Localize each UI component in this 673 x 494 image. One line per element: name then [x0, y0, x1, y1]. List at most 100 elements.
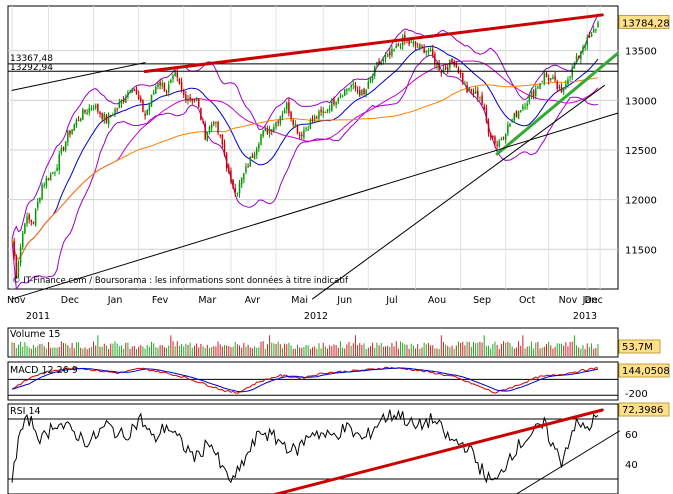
panel-frames: [7, 5, 619, 494]
candle-body: [440, 72, 443, 74]
month-label: Mai: [291, 295, 308, 306]
ma100-line: [11, 77, 599, 260]
price-trendline: [495, 52, 619, 156]
candle-body: [219, 134, 221, 136]
month-label: Jul: [385, 295, 397, 306]
candle-body: [358, 90, 361, 96]
candle-body: [266, 129, 269, 134]
candle-body: [125, 97, 127, 103]
candle-body: [281, 114, 284, 117]
candle-body: [311, 119, 314, 121]
candle-body: [41, 184, 43, 200]
price-last-value-label: 13784,28: [622, 18, 670, 29]
candle-body: [573, 64, 576, 69]
month-label: Jan: [582, 295, 598, 306]
candle-body: [530, 92, 533, 97]
month-label: Nov: [7, 295, 26, 306]
candle-body: [455, 63, 458, 67]
candle-body: [597, 22, 599, 28]
candle-body: [513, 113, 516, 121]
macd-frame: [7, 361, 619, 401]
candle-body: [288, 102, 290, 114]
candle-body: [268, 128, 271, 134]
candle-body: [565, 84, 567, 89]
candle-body: [107, 114, 110, 125]
candle-body: [569, 76, 571, 78]
candle-body: [150, 94, 153, 107]
candle-body: [286, 102, 288, 110]
candle-body: [507, 124, 509, 134]
candle-body: [94, 105, 97, 108]
candle-body: [161, 83, 164, 87]
candle-body: [586, 36, 589, 47]
candle-body: [389, 51, 391, 56]
candle-body: [37, 201, 39, 208]
candle-body: [328, 109, 331, 111]
candle-body: [245, 166, 247, 173]
candle-body: [498, 141, 501, 147]
month-label: Oct: [519, 295, 536, 306]
candle-body: [236, 192, 239, 194]
candle-body: [384, 56, 387, 59]
candle-body: [24, 223, 26, 234]
candle-body: [307, 129, 309, 131]
candle-body: [262, 130, 264, 137]
candle-body: [255, 148, 258, 155]
candle-body: [47, 178, 50, 181]
candle-body: [170, 79, 172, 83]
candle-body: [483, 105, 485, 110]
candle-body: [562, 88, 565, 92]
price-trendline: [143, 13, 604, 74]
candle-body: [470, 88, 473, 92]
candle-body: [152, 92, 155, 95]
month-label: Avr: [245, 295, 261, 306]
candle-body: [122, 99, 125, 102]
label-layer: 11500 12000 12500 13000 13500 13367,4813292,9…: [7, 14, 670, 471]
candle-body: [275, 121, 277, 128]
price-frame: [7, 5, 619, 290]
candle-body: [200, 108, 202, 120]
candle-body: [343, 89, 346, 96]
candle-body: [453, 61, 455, 65]
candle-body: [62, 146, 65, 151]
candle-body: [324, 111, 327, 113]
candle-body: [509, 123, 511, 127]
candle-body: [545, 73, 548, 77]
candle-body: [485, 107, 488, 121]
year-label: 2013: [573, 311, 597, 322]
candle-body: [322, 110, 324, 114]
candle-body: [131, 89, 133, 93]
candle-body: [421, 45, 423, 47]
candle-body: [206, 132, 209, 142]
candle-body: [75, 120, 78, 126]
candle-body: [148, 104, 151, 111]
rsi-trendline: [515, 430, 620, 494]
candle-body: [116, 108, 118, 110]
candle-body: [382, 58, 385, 62]
candle-body: [339, 95, 342, 98]
candle-body: [34, 209, 37, 226]
candle-body: [56, 168, 58, 171]
rsi-tick-label: 60: [625, 430, 638, 441]
candle-body: [571, 67, 573, 77]
candle-body: [144, 113, 146, 116]
volume-panel: [11, 335, 599, 356]
candle-body: [313, 116, 316, 120]
candle-body: [393, 49, 395, 51]
candle-body: [575, 56, 578, 64]
candle-body: [133, 89, 136, 92]
candle-body: [391, 48, 393, 56]
candle-body: [348, 88, 350, 90]
bollinger-lower-line: [11, 54, 599, 291]
candle-body: [442, 68, 445, 73]
candle-body: [451, 58, 453, 63]
month-label: Dec: [61, 295, 79, 306]
candle-body: [221, 134, 224, 145]
month-label: Aou: [428, 295, 446, 306]
candle-body: [88, 108, 91, 113]
candle-body: [105, 115, 108, 123]
candle-body: [298, 134, 301, 136]
price-tick-label: 12000: [625, 196, 657, 207]
